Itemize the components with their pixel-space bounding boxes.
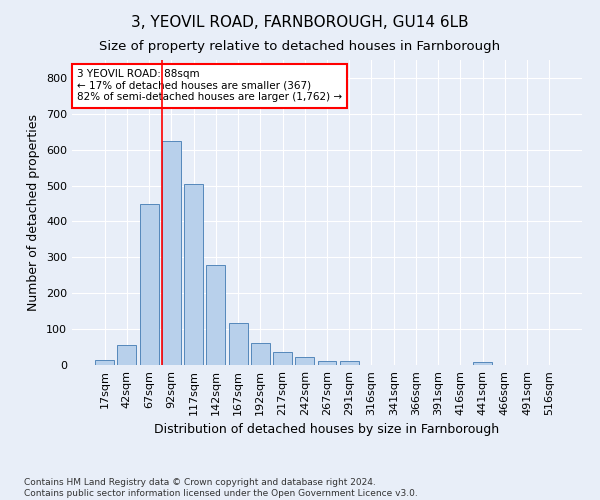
X-axis label: Distribution of detached houses by size in Farnborough: Distribution of detached houses by size … <box>154 424 500 436</box>
Bar <box>273 352 292 365</box>
Bar <box>118 346 136 365</box>
Bar <box>295 357 314 365</box>
Text: 3, YEOVIL ROAD, FARNBOROUGH, GU14 6LB: 3, YEOVIL ROAD, FARNBOROUGH, GU14 6LB <box>131 15 469 30</box>
Bar <box>340 362 359 365</box>
Text: Contains HM Land Registry data © Crown copyright and database right 2024.
Contai: Contains HM Land Registry data © Crown c… <box>24 478 418 498</box>
Bar <box>473 362 492 365</box>
Bar <box>162 140 181 365</box>
Bar <box>251 343 270 365</box>
Bar <box>95 360 114 365</box>
Bar <box>140 204 158 365</box>
Text: 3 YEOVIL ROAD: 88sqm
← 17% of detached houses are smaller (367)
82% of semi-deta: 3 YEOVIL ROAD: 88sqm ← 17% of detached h… <box>77 69 342 102</box>
Bar <box>184 184 203 365</box>
Bar <box>317 362 337 365</box>
Bar <box>229 322 248 365</box>
Y-axis label: Number of detached properties: Number of detached properties <box>28 114 40 311</box>
Text: Size of property relative to detached houses in Farnborough: Size of property relative to detached ho… <box>100 40 500 53</box>
Bar <box>206 264 225 365</box>
